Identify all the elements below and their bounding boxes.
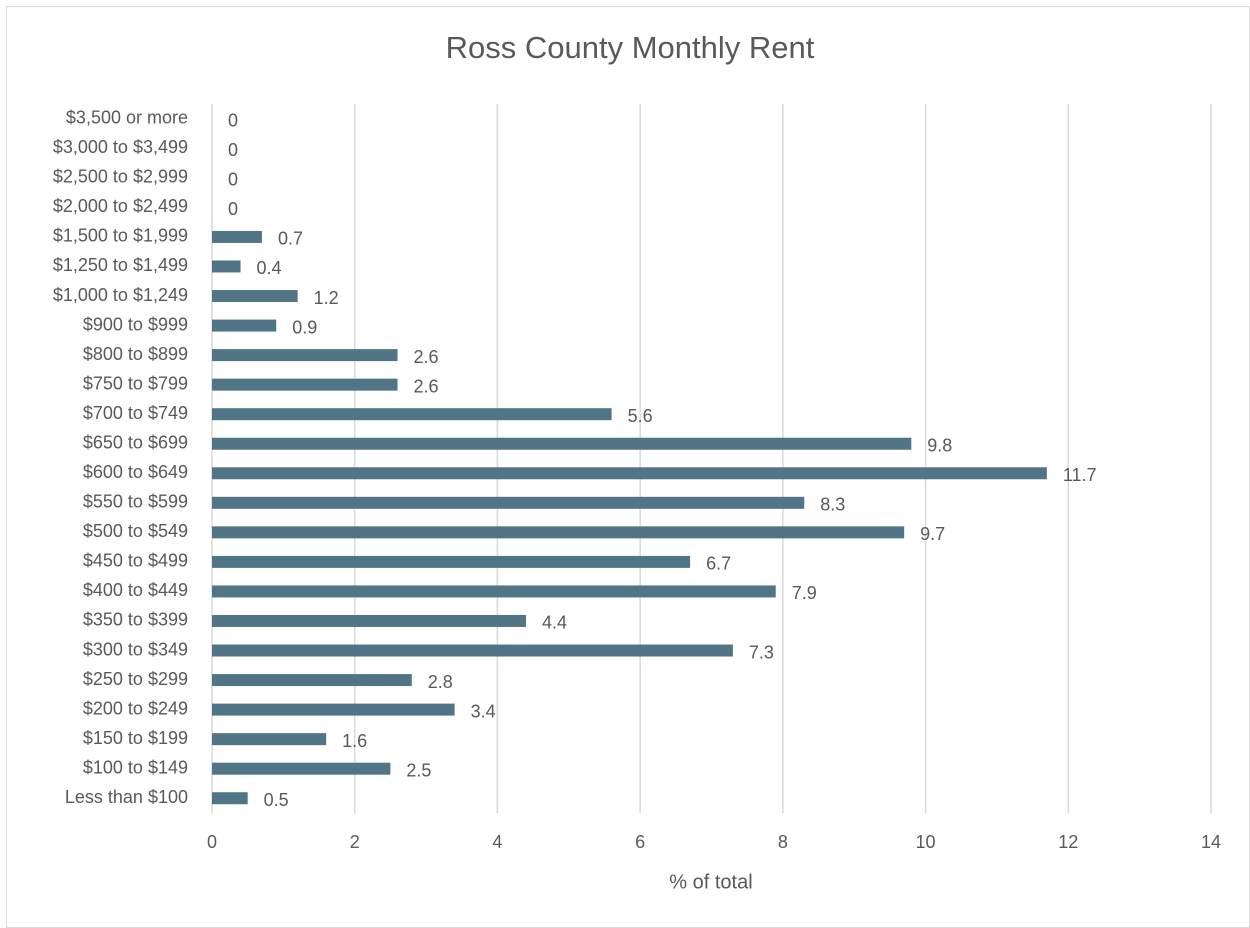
bar: [212, 792, 248, 805]
x-axis-label: % of total: [669, 871, 752, 893]
y-tick-label: $550 to $599: [83, 492, 188, 512]
data-label: 0.9: [292, 317, 317, 337]
data-label: 9.8: [927, 435, 952, 455]
data-label: 9.7: [920, 524, 945, 544]
bar: [212, 290, 298, 303]
data-label: 1.2: [314, 288, 339, 308]
y-tick-label: Less than $100: [65, 787, 188, 807]
y-tick-label: $300 to $349: [83, 639, 188, 659]
data-label: 0.4: [257, 258, 282, 278]
y-tick-label: $450 to $499: [83, 551, 188, 571]
bar: [212, 230, 262, 243]
y-tick-label: $1,000 to $1,249: [53, 285, 188, 305]
bar: [212, 408, 612, 421]
x-tick-label: 8: [778, 832, 788, 852]
x-tick-label: 6: [635, 832, 645, 852]
data-label: 1.6: [342, 731, 367, 751]
bar: [212, 378, 398, 391]
bar: [212, 526, 905, 539]
data-label: 2.6: [414, 376, 439, 396]
x-tick-label: 2: [350, 832, 360, 852]
y-tick-label: $150 to $199: [83, 728, 188, 748]
bar: [212, 467, 1047, 480]
y-tick-label: $250 to $299: [83, 669, 188, 689]
data-label: 0: [228, 111, 238, 131]
y-tick-label: $750 to $799: [83, 373, 188, 393]
bar: [212, 703, 455, 716]
data-label: 0.5: [264, 790, 289, 810]
data-label: 5.6: [628, 406, 653, 426]
y-tick-label: $350 to $399: [83, 610, 188, 630]
x-tick-label: 0: [207, 832, 217, 852]
bar: [212, 349, 398, 362]
y-tick-label: $100 to $149: [83, 757, 188, 777]
bar: [212, 733, 327, 746]
data-label: 4.4: [542, 613, 567, 633]
bar: [212, 437, 912, 450]
bar: [212, 644, 733, 657]
data-label: 0.7: [278, 229, 303, 249]
y-tick-label: $500 to $549: [83, 521, 188, 541]
x-tick-label: 10: [916, 832, 936, 852]
y-tick-label: $1,500 to $1,999: [53, 226, 188, 246]
data-label: 0: [228, 170, 238, 190]
data-label: 6.7: [706, 554, 731, 574]
data-label: 3.4: [471, 701, 496, 721]
y-tick-label: $650 to $699: [83, 432, 188, 452]
bar: [212, 260, 241, 273]
bar: [212, 319, 277, 332]
bar: [212, 585, 776, 598]
data-label: 7.3: [749, 642, 774, 662]
y-tick-label: $800 to $899: [83, 344, 188, 364]
bar: [212, 762, 391, 775]
y-tick-label: $200 to $249: [83, 698, 188, 718]
data-label: 2.8: [428, 672, 453, 692]
bar: [212, 496, 805, 509]
data-label: 7.9: [792, 583, 817, 603]
bar: [212, 555, 691, 568]
bar: [212, 614, 526, 627]
y-tick-label: $400 to $449: [83, 580, 188, 600]
bar: [212, 674, 412, 687]
x-tick-label: 12: [1058, 832, 1078, 852]
data-label: 11.7: [1063, 465, 1097, 485]
data-label: 2.6: [414, 347, 439, 367]
chart-title: Ross County Monthly Rent: [446, 30, 815, 65]
data-label: 8.3: [820, 495, 845, 515]
y-tick-label: $600 to $649: [83, 462, 188, 482]
x-tick-label: 4: [492, 832, 502, 852]
y-tick-label: $2,500 to $2,999: [53, 167, 188, 187]
x-tick-label: 14: [1201, 832, 1221, 852]
data-label: 2.5: [406, 760, 431, 780]
y-tick-label: $1,250 to $1,499: [53, 255, 188, 275]
data-label: 0: [228, 140, 238, 160]
y-tick-label: $3,000 to $3,499: [53, 137, 188, 157]
y-tick-label: $900 to $999: [83, 314, 188, 334]
y-tick-label: $2,000 to $2,499: [53, 196, 188, 216]
y-tick-label: $700 to $749: [83, 403, 188, 423]
y-tick-label: $3,500 or more: [66, 108, 188, 128]
data-label: 0: [228, 199, 238, 219]
